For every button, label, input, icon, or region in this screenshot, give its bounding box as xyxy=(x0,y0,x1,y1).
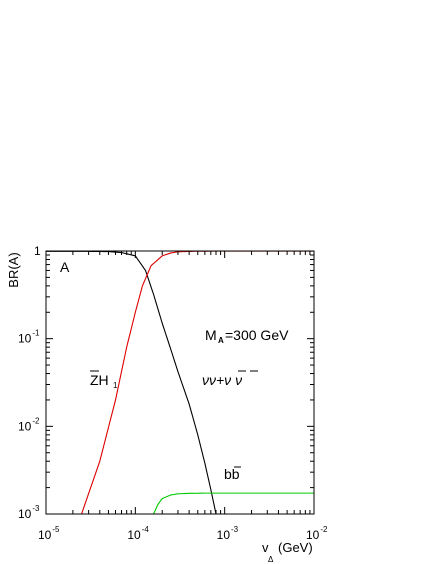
bb-annotation: bb xyxy=(224,466,240,482)
zh-subscript: 1 xyxy=(113,381,118,390)
y-tick-label: 1 xyxy=(34,244,41,258)
zh-annotation: ZH xyxy=(90,372,109,388)
tick-marks xyxy=(45,250,315,515)
mass-annotation: M xyxy=(205,327,217,343)
y-axis-label: BR(A) xyxy=(6,252,21,287)
series-line-2 xyxy=(153,492,314,514)
x-axis-subscript: Δ xyxy=(268,555,274,564)
x-tick-label: 10-2 xyxy=(306,525,328,542)
y-tick-label: 10-2 xyxy=(18,416,40,433)
panel-label: A xyxy=(60,259,70,275)
mass-symbol: M xyxy=(205,327,217,343)
x-axis-unit: (GeV) xyxy=(278,540,313,555)
nunu-annotation: νν+ν ν xyxy=(202,372,242,388)
x-tick-label: 10-5 xyxy=(38,525,60,542)
x-tick-labels: 10-5 10-4 10-3 10-2 xyxy=(38,525,328,542)
mass-value: =300 GeV xyxy=(225,327,289,343)
plot-frame xyxy=(45,250,315,515)
mass-subscript: A xyxy=(218,336,224,345)
x-tick-label: 10-4 xyxy=(127,525,149,542)
y-tick-label: 10-3 xyxy=(18,504,40,521)
x-axis-label: v xyxy=(262,540,269,555)
series-line-0 xyxy=(46,251,217,514)
x-tick-label: 10-3 xyxy=(217,525,239,542)
y-tick-labels: 10-3 10-2 10-1 1 xyxy=(18,244,41,521)
series-layer xyxy=(46,251,314,514)
x-axis-symbol: v xyxy=(262,540,269,555)
y-tick-label: 10-1 xyxy=(18,329,40,346)
